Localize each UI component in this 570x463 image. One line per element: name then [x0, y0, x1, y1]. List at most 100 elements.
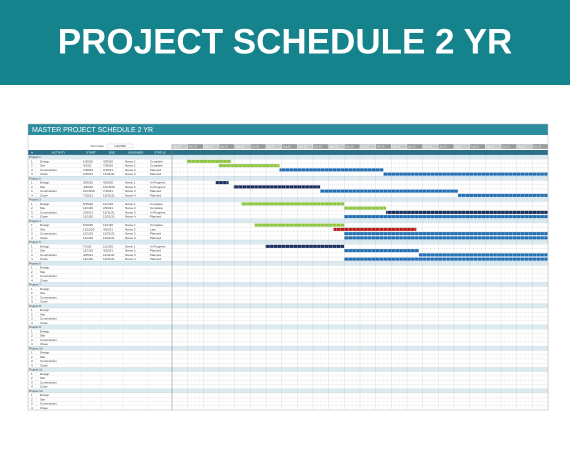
task-assigned: Name 3: [125, 168, 136, 172]
gantt-bar: [344, 236, 548, 240]
project-name: Project 5: [29, 240, 41, 244]
task-name: Design: [40, 181, 50, 185]
project-name: Project 9: [29, 325, 41, 329]
task-status: Complete: [150, 164, 163, 168]
task-id: 4: [31, 406, 33, 410]
task-assigned: Name 2: [125, 227, 136, 231]
task-status: Complete: [150, 202, 163, 206]
task-status: Planned: [150, 172, 161, 176]
task-id: 3: [31, 210, 33, 214]
task-id: 2: [31, 206, 33, 210]
gantt-bar: [265, 244, 345, 248]
task-start: 11/10/20: [83, 227, 95, 231]
task-id: 1: [31, 266, 33, 270]
task-row: [27, 397, 549, 402]
task-status: Late: [150, 227, 156, 231]
task-name: Design: [40, 244, 50, 248]
column-header: START: [86, 150, 96, 154]
month-label: Nov 20: [330, 144, 339, 148]
task-id: 4: [31, 257, 33, 261]
task-row: [27, 380, 549, 385]
column-header: ASSIGNED: [128, 150, 144, 154]
task-name: Site: [40, 185, 46, 189]
task-id: 3: [31, 380, 33, 384]
task-id: 1: [31, 244, 33, 248]
task-id: 1: [31, 393, 33, 397]
column-header: STATUS: [154, 150, 165, 154]
task-row: [27, 316, 549, 321]
task-status: Planned: [150, 189, 161, 193]
task-start: 7/28/20: [83, 168, 93, 172]
task-id: 3: [31, 274, 33, 278]
task-id: 2: [31, 376, 33, 380]
task-end: 4/20/20: [103, 181, 113, 185]
task-end: 12/31/21: [103, 253, 115, 257]
project-name: Project 2: [29, 176, 41, 180]
task-id: 3: [31, 189, 33, 193]
task-end: 2/15/21: [103, 168, 113, 172]
task-row: [27, 337, 549, 343]
project-row: [27, 388, 549, 394]
task-id: 4: [31, 278, 33, 282]
task-status: In Progress: [150, 210, 166, 214]
task-assigned: Name 4: [125, 236, 136, 240]
task-end: 12/31/21: [103, 215, 115, 219]
task-assigned: Name 2: [125, 206, 136, 210]
task-id: 4: [31, 342, 33, 346]
gantt-bar: [418, 253, 548, 257]
task-row: [27, 269, 549, 275]
task-status: Planned: [150, 236, 161, 240]
task-assigned: Name 4: [125, 215, 136, 219]
task-start: 12/1/20: [83, 249, 93, 253]
task-status: Complete: [150, 159, 163, 163]
task-row: [27, 375, 549, 381]
start-label: Start Date: [90, 144, 104, 148]
project-row: [27, 367, 549, 372]
gantt-bar: [344, 215, 548, 219]
task-status: Planned: [150, 215, 161, 219]
task-name: Close: [40, 278, 48, 282]
task-end: 12/31/21: [103, 232, 115, 236]
gantt-bar: [344, 232, 548, 236]
project-row: [27, 303, 549, 309]
task-end: 12/1/20: [103, 223, 113, 227]
task-id: 4: [31, 193, 33, 197]
task-assigned: Name 3: [125, 232, 136, 236]
month-label: Sep 20: [298, 144, 307, 148]
task-start: 12/1/20: [83, 206, 93, 210]
task-end: 10/15/20: [103, 185, 115, 189]
month-label: Jan 21: [361, 144, 369, 148]
month-label: Oct 20: [314, 144, 322, 148]
month-label: Jan 20: [173, 144, 181, 148]
task-id: 2: [31, 312, 33, 316]
task-id: 4: [31, 321, 33, 325]
task-assigned: Name 1: [125, 202, 136, 206]
month-label: Mar 20: [204, 144, 213, 148]
task-id: 2: [31, 270, 33, 274]
task-id: 2: [31, 227, 33, 231]
month-label: Feb 20: [189, 144, 198, 148]
task-end: 12/31/21: [103, 236, 115, 240]
task-start: 2/20/21: [83, 210, 93, 214]
task-start: 7/1/20: [83, 244, 92, 248]
task-name: Design: [40, 308, 50, 312]
task-id: 1: [31, 181, 33, 185]
task-id: 3: [31, 253, 33, 257]
project-name: Project 12: [29, 389, 43, 393]
project-row: [27, 324, 549, 330]
start-value: 1/1/2020: [114, 144, 126, 148]
gantt-bar: [457, 193, 548, 197]
sheet-title: MASTER PROJECT SCHEDULE 2 YR: [32, 127, 153, 134]
task-status: Complete: [150, 206, 163, 210]
task-id: 2: [31, 291, 33, 295]
gantt-bar: [320, 189, 458, 193]
task-row: [27, 307, 549, 313]
task-name: Construction: [40, 402, 57, 406]
column-header: END: [109, 150, 116, 154]
task-name: Site: [40, 291, 46, 295]
task-name: Construction: [40, 295, 57, 299]
task-name: Site: [40, 397, 46, 401]
task-row: [27, 320, 549, 326]
task-name: Site: [40, 249, 46, 253]
